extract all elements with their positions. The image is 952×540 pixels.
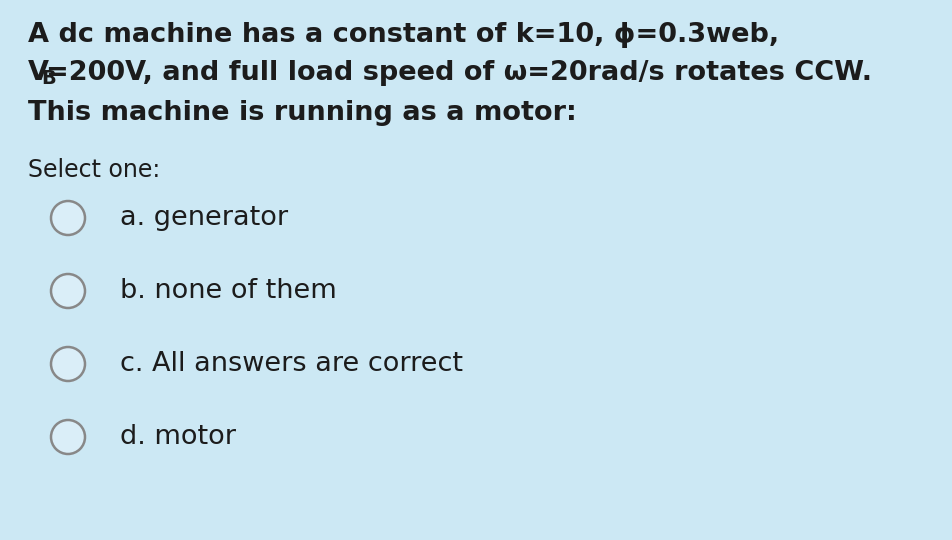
Circle shape <box>51 274 85 308</box>
Circle shape <box>51 201 85 235</box>
Text: b. none of them: b. none of them <box>120 278 337 304</box>
Text: Select one:: Select one: <box>28 158 160 182</box>
Text: d. motor: d. motor <box>120 424 236 450</box>
Text: =200V, and full load speed of ω=20rad/s rotates CCW.: =200V, and full load speed of ω=20rad/s … <box>46 60 872 86</box>
Text: B: B <box>41 69 56 88</box>
Circle shape <box>51 347 85 381</box>
Circle shape <box>51 420 85 454</box>
Text: V: V <box>28 60 49 86</box>
Text: a. generator: a. generator <box>120 205 288 231</box>
Text: This machine is running as a motor:: This machine is running as a motor: <box>28 100 577 126</box>
Text: A dc machine has a constant of k=10, ϕ=0.3web,: A dc machine has a constant of k=10, ϕ=0… <box>28 22 779 48</box>
Text: c. All answers are correct: c. All answers are correct <box>120 351 463 377</box>
